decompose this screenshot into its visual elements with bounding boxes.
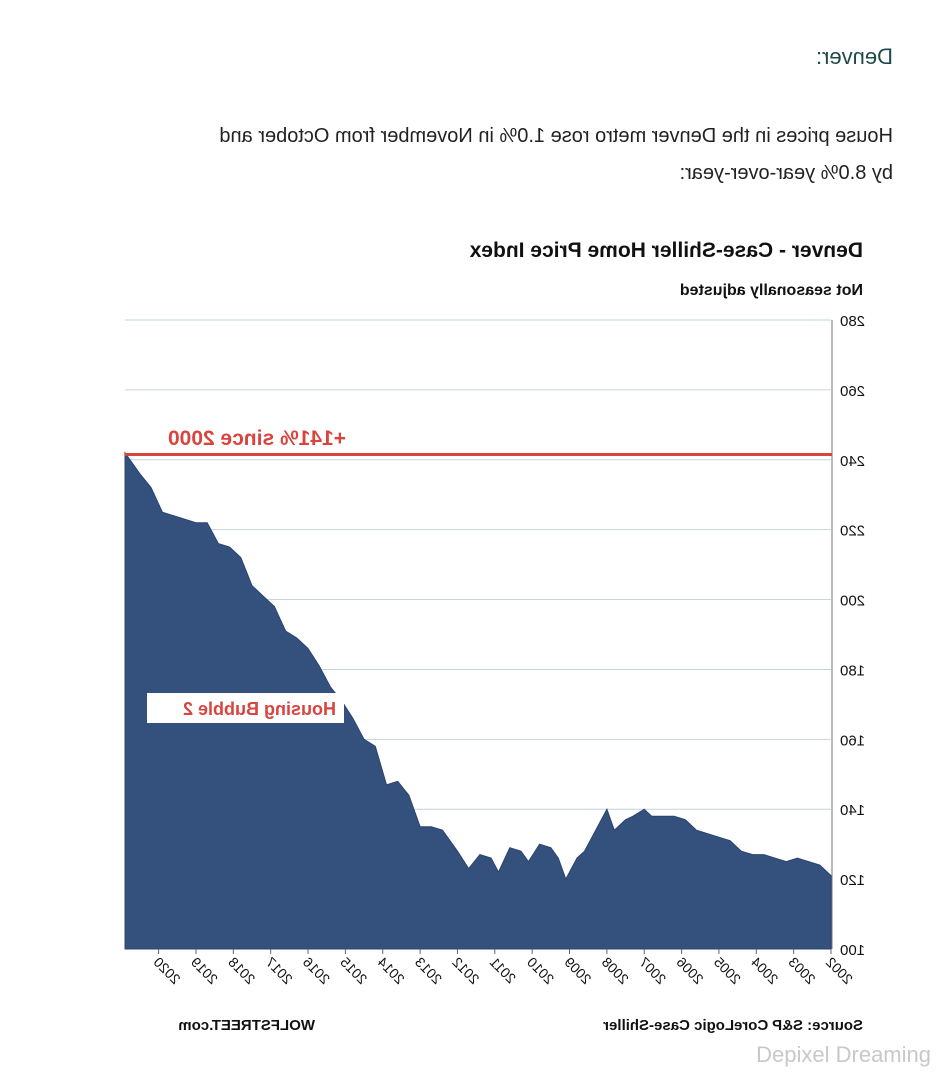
plot-area bbox=[124, 451, 832, 950]
x-tick-label: 2016 bbox=[300, 954, 333, 987]
y-tick-label: 220 bbox=[840, 523, 865, 540]
x-tick-label: 2017 bbox=[262, 954, 295, 987]
x-tick-label: 2008 bbox=[599, 954, 632, 987]
y-axis-ticks: 100 120 140 160 180 200 220 240 260 280 bbox=[840, 313, 865, 959]
x-tick-label: 2004 bbox=[748, 954, 781, 987]
since-2000-annotation: +141% since 2000 bbox=[168, 427, 346, 450]
chart: Denver - Case-Shiller Home Price Index N… bbox=[124, 239, 865, 1034]
x-tick-label: 2018 bbox=[225, 954, 258, 987]
bubble-annotation: Housing Bubble 2 bbox=[183, 699, 336, 719]
x-tick-label: 2019 bbox=[188, 954, 221, 987]
x-tick-label: 2014 bbox=[374, 954, 407, 987]
x-tick-label: 2003 bbox=[785, 954, 818, 987]
x-axis-ticks: 2002200320042005200620072008200920102011… bbox=[150, 949, 856, 987]
x-tick-label: 2015 bbox=[337, 954, 370, 987]
x-tick-label: 2020 bbox=[150, 954, 183, 987]
x-tick-label: 2012 bbox=[449, 954, 482, 987]
x-tick-label: 2011 bbox=[487, 954, 520, 987]
paragraph-line-2: by 8.0% year-over-year: bbox=[679, 162, 893, 184]
y-tick-label: 100 bbox=[840, 942, 865, 959]
chart-subtitle: Not seasonally adjusted bbox=[680, 282, 863, 299]
chart-title: Denver - Case-Shiller Home Price Index bbox=[469, 239, 863, 262]
x-tick-label: 2010 bbox=[524, 954, 557, 987]
source-note: Source: S&P CoreLogic Case-Shiller bbox=[603, 1017, 863, 1034]
y-tick-label: 160 bbox=[840, 732, 865, 749]
y-tick-label: 120 bbox=[840, 872, 865, 889]
y-tick-label: 240 bbox=[840, 453, 865, 470]
y-tick-label: 200 bbox=[840, 593, 865, 610]
y-tick-label: 180 bbox=[840, 662, 865, 679]
series-area bbox=[124, 451, 832, 950]
y-tick-label: 140 bbox=[840, 802, 865, 819]
y-tick-label: 260 bbox=[840, 383, 865, 400]
credit-note: WOLFSTREET.com bbox=[178, 1017, 315, 1034]
paragraph-line-1: House prices in the Denver metro rose 1.… bbox=[219, 125, 893, 147]
x-tick-label: 2005 bbox=[711, 954, 744, 987]
y-tick-label: 280 bbox=[840, 313, 865, 330]
x-tick-label: 2009 bbox=[561, 954, 594, 987]
x-tick-label: 2013 bbox=[412, 954, 445, 987]
section-heading: Denver: bbox=[815, 44, 893, 69]
bubble-label-box bbox=[147, 693, 344, 723]
x-tick-label: 2007 bbox=[636, 954, 669, 987]
article-paragraph: House prices in the Denver metro rose 1.… bbox=[33, 118, 893, 192]
x-tick-label: 2006 bbox=[673, 954, 706, 987]
watermark-text: Depixel Dreaming bbox=[756, 1042, 931, 1067]
